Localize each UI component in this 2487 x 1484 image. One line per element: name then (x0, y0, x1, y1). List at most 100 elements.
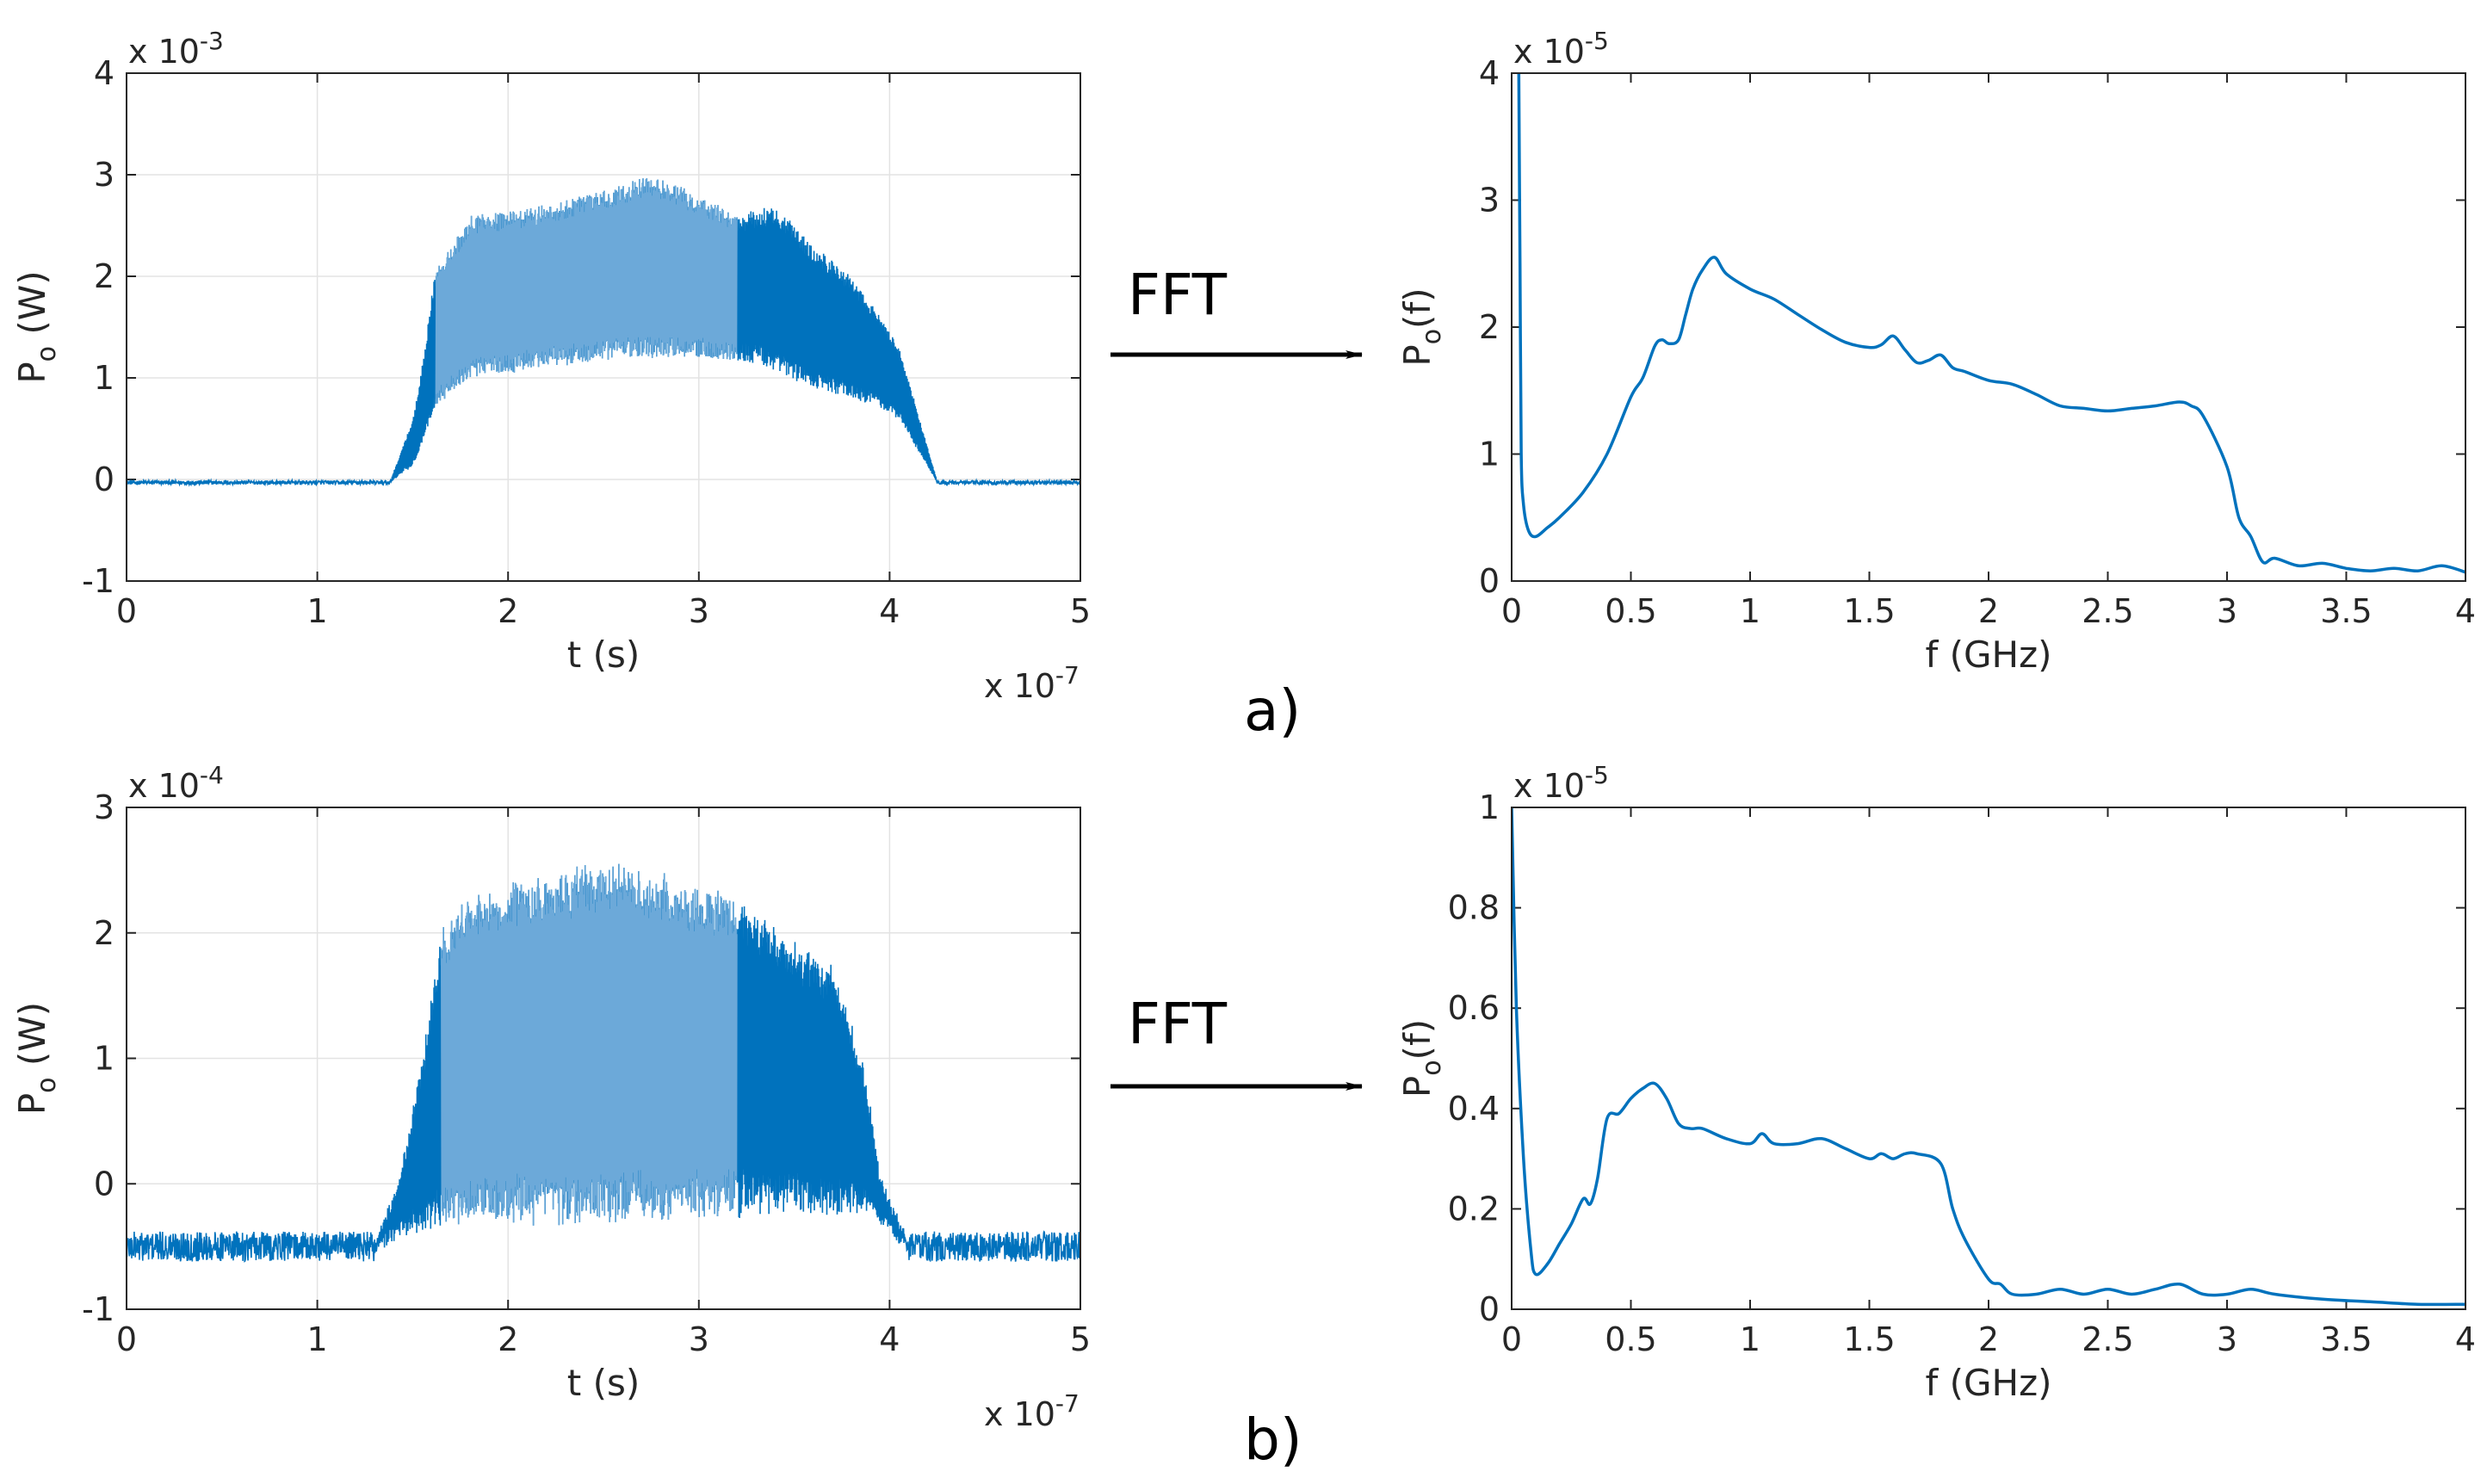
plot-a-fft: 0 0.5 1 1.5 2 2.5 3 3.5 4 0 1 2 3 4 f (GHz) Po(f) x 10-5 (1396, 27, 2476, 676)
plot-area (1512, 807, 2465, 1309)
y-exponent-power: -5 (1585, 27, 1609, 55)
x-tick-label: 4 (2455, 1320, 2476, 1358)
ticks: 0 0.5 1 1.5 2 2.5 3 3.5 4 0 0.2 0.4 0.6 0.8 1 (1448, 788, 2477, 1358)
x-tick-label: 4 (879, 1320, 900, 1358)
y-axis-label: Po(f) (1396, 1019, 1447, 1098)
y-tick-label: 4 (94, 54, 114, 92)
x-tick-label: 4 (879, 592, 900, 630)
y-exponent-power: -5 (1585, 761, 1609, 789)
x-tick-label: 5 (1070, 592, 1091, 630)
y-exponent-base: x 10 (128, 33, 200, 71)
x-tick-label: 3.5 (2320, 1320, 2372, 1358)
plot-frame (1511, 72, 2466, 582)
fft-arrow-a-label: FFT (1128, 262, 1228, 328)
y-tick-label: 3 (94, 156, 114, 194)
panel-label-a: a) (1244, 677, 1301, 744)
y-tick-label: 1 (94, 1040, 114, 1078)
y-exponent-label: x 10-3 (128, 27, 224, 71)
x-axis-label: f (GHz) (1925, 634, 2051, 676)
x-exponent-base: x 10 (984, 667, 1055, 705)
y-tick-label: 3 (1479, 182, 1500, 220)
y-tick-label: 1 (1479, 436, 1500, 473)
x-tick-label: 5 (1070, 1320, 1091, 1358)
x-tick-label: 2 (1978, 592, 1999, 630)
x-tick-label: 1 (1740, 592, 1760, 630)
y-axis-label: Po(f) (1396, 288, 1447, 366)
y-axis-label-suffix: (f) (1396, 1019, 1438, 1060)
y-tick-label: 3 (94, 788, 114, 826)
plot-frame (126, 72, 1081, 582)
y-exponent-label: x 10-5 (1513, 27, 1609, 71)
x-tick-label: 2 (1978, 1320, 1999, 1358)
spectrum-points (1511, 807, 2466, 1305)
x-exponent-power: -7 (1055, 661, 1080, 689)
y-tick-label: 2 (1479, 308, 1500, 346)
x-tick-label: 3 (2217, 1320, 2237, 1358)
x-tick-label: 0 (1501, 1320, 1522, 1358)
spectrum-line (1517, 73, 2465, 574)
x-tick-label: 3.5 (2320, 592, 2372, 630)
plot-frame (126, 807, 1081, 1310)
y-exponent-base: x 10 (128, 767, 200, 805)
y-axis-label-main: P (11, 1093, 53, 1115)
y-tick-label: 1 (1479, 788, 1500, 826)
y-tick-label: 2 (94, 257, 114, 295)
y-axis-label-suffix: (f) (1396, 288, 1438, 329)
x-tick-label: 1 (1740, 1320, 1760, 1358)
y-exponent-power: -4 (200, 761, 224, 789)
y-tick-label: 0 (94, 461, 114, 498)
y-exponent-power: -3 (200, 27, 224, 55)
y-axis-label-sub: o (1417, 1060, 1447, 1075)
x-tick-label: 0 (116, 592, 137, 630)
y-axis-label-suffix: (W) (11, 1002, 53, 1078)
y-axis-label-sub: o (1417, 329, 1447, 344)
y-tick-label: -1 (82, 1290, 114, 1328)
x-tick-label: 0.5 (1605, 592, 1656, 630)
plot-frame (1511, 807, 2466, 1310)
y-tick-label: -1 (82, 562, 114, 600)
x-tick-label: 1.5 (1843, 592, 1895, 630)
y-axis-label-suffix: (W) (11, 270, 53, 346)
x-tick-label: 4 (2455, 592, 2476, 630)
x-tick-label: 2 (498, 1320, 518, 1358)
x-tick-label: 3 (689, 1320, 709, 1358)
x-axis-label: t (s) (567, 634, 640, 676)
fft-arrow-b-label: FFT (1128, 991, 1228, 1057)
x-exponent-power: -7 (1055, 1389, 1080, 1418)
x-tick-label: 2.5 (2082, 592, 2133, 630)
signal-line-light (441, 863, 738, 1226)
y-tick-label: 1 (94, 359, 114, 397)
y-axis-label: Po (W) (11, 270, 62, 383)
x-tick-label: 3 (689, 592, 709, 630)
x-exponent-label: x 10-7 (984, 661, 1080, 705)
x-tick-label: 0 (116, 1320, 137, 1358)
fft-arrow-b: FFT (1110, 991, 1363, 1091)
y-tick-label: 2 (94, 914, 114, 952)
y-tick-label: 0.8 (1448, 889, 1500, 927)
y-tick-label: 4 (1479, 54, 1500, 92)
ticks: 0 0.5 1 1.5 2 2.5 3 3.5 4 0 1 2 3 4 (1479, 54, 2476, 630)
y-tick-label: 0.6 (1448, 989, 1500, 1027)
x-tick-label: 2 (498, 592, 518, 630)
y-axis-label-sub: o (32, 1077, 62, 1092)
y-axis-label: Po (W) (11, 1002, 62, 1115)
x-tick-label: 0 (1501, 592, 1522, 630)
y-tick-label: 0 (1479, 562, 1500, 600)
x-exponent-base: x 10 (984, 1395, 1055, 1433)
y-exponent-label: x 10-4 (128, 761, 224, 805)
plot-b-fft: 0 0.5 1 1.5 2 2.5 3 3.5 4 0 0.2 0.4 0.6 0.8 1 f (GHz) Po… (1396, 761, 2476, 1404)
plot-area (1512, 73, 2465, 581)
y-tick-label: 0.2 (1448, 1190, 1500, 1227)
x-tick-label: 0.5 (1605, 1320, 1656, 1358)
y-axis-label-main: P (1396, 1076, 1438, 1098)
spectrum-points (1519, 72, 2466, 572)
x-axis-label: t (s) (567, 1362, 640, 1404)
y-axis-label-main: P (1396, 344, 1438, 366)
x-tick-label: 3 (2217, 592, 2237, 630)
y-tick-label: 0 (1479, 1290, 1500, 1328)
